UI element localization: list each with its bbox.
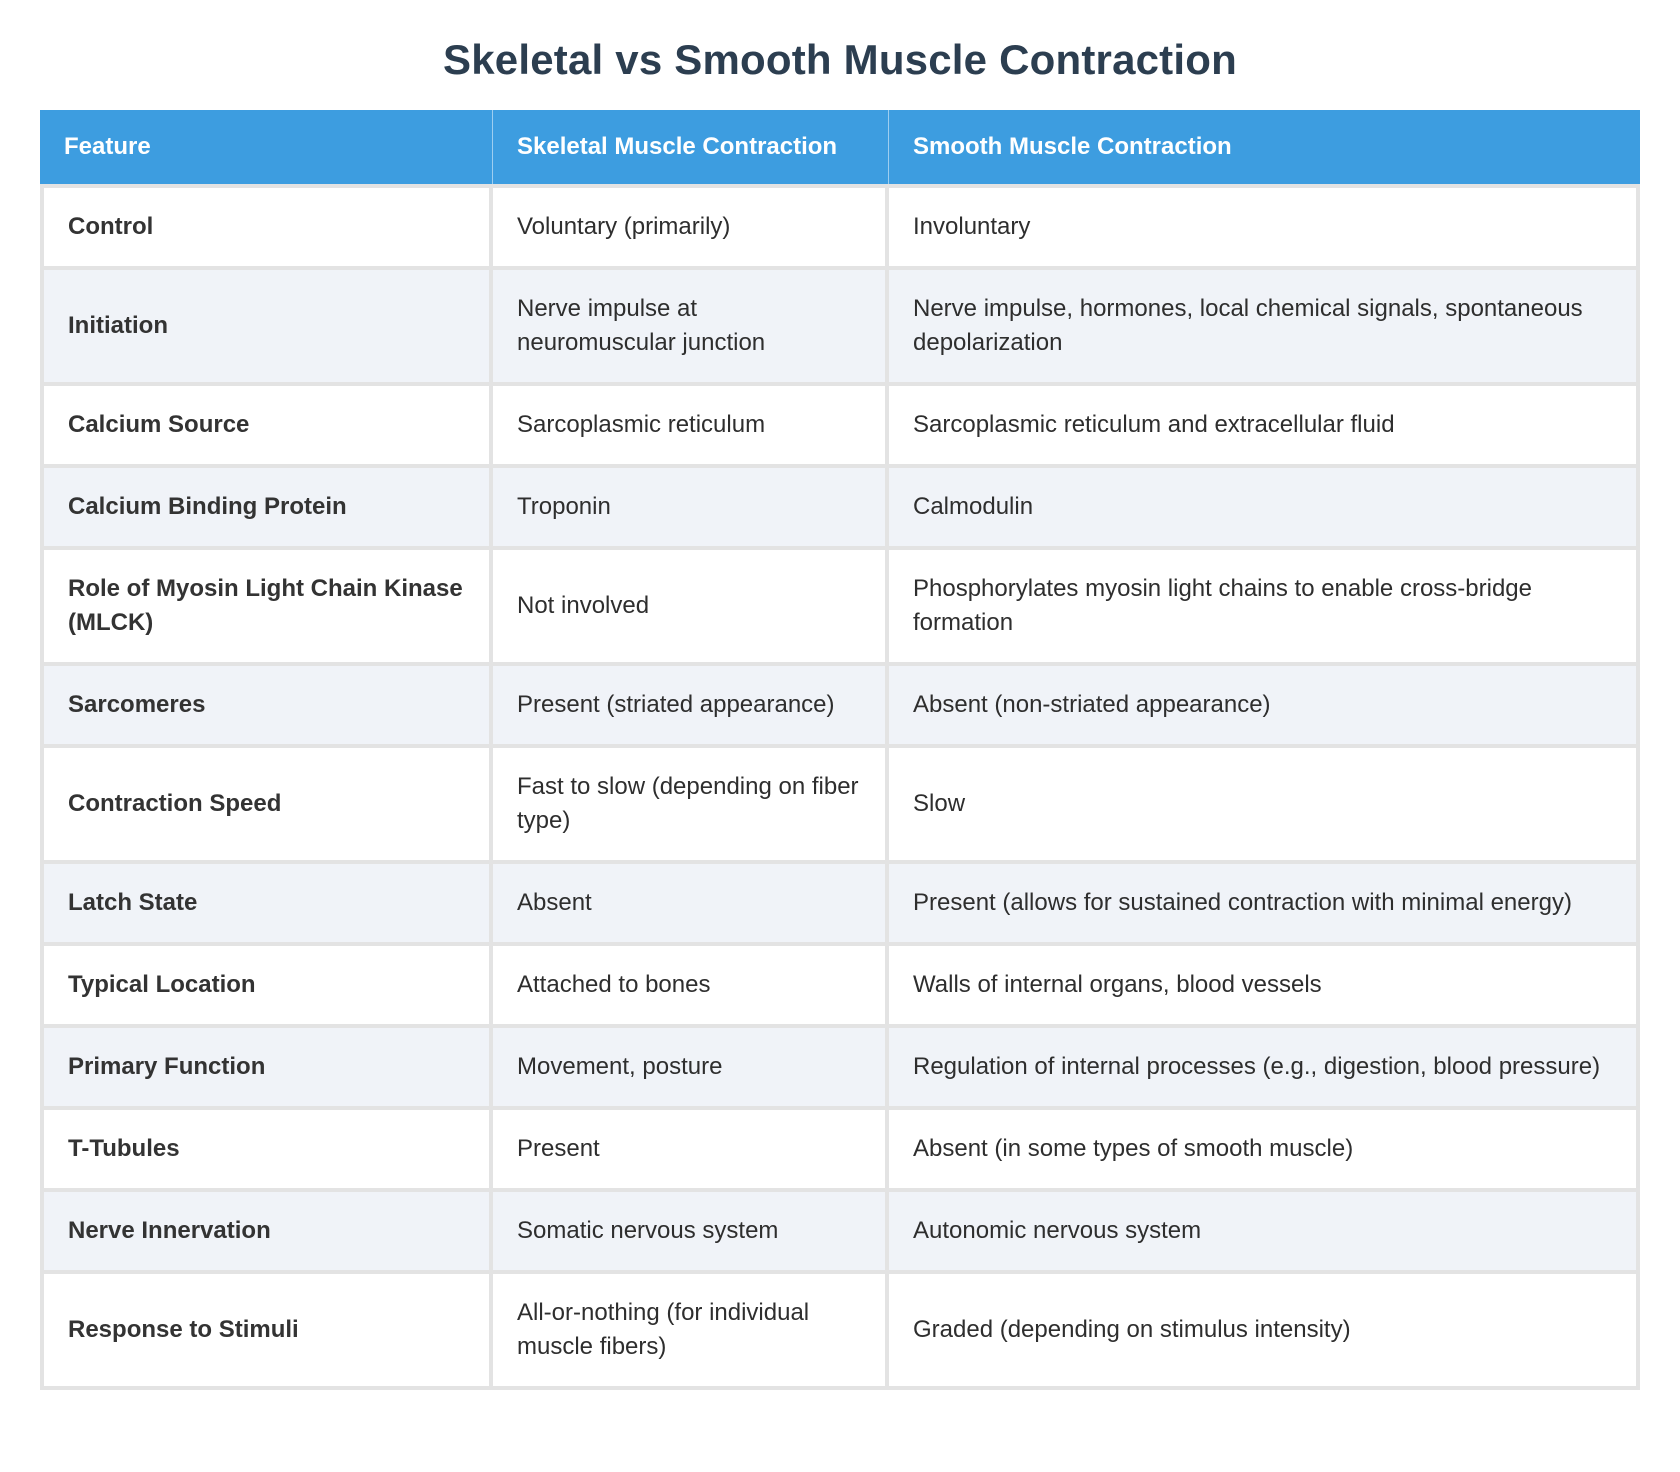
table-body: Control Voluntary (primarily) Involuntar… (40, 184, 1640, 1390)
skeletal-cell: Attached to bones (493, 946, 889, 1028)
skeletal-cell: Absent (493, 864, 889, 946)
table-row: T-Tubules Present Absent (in some types … (40, 1110, 1640, 1192)
smooth-cell: Autonomic nervous system (889, 1192, 1640, 1274)
column-header-feature: Feature (40, 110, 493, 184)
table-row: Control Voluntary (primarily) Involuntar… (40, 184, 1640, 270)
smooth-cell: Absent (in some types of smooth muscle) (889, 1110, 1640, 1192)
smooth-cell: Calmodulin (889, 468, 1640, 550)
table-row: Initiation Nerve impulse at neuromuscula… (40, 270, 1640, 386)
skeletal-cell: Present (493, 1110, 889, 1192)
feature-cell: Typical Location (40, 946, 493, 1028)
smooth-cell: Absent (non-striated appearance) (889, 666, 1640, 748)
skeletal-cell: Somatic nervous system (493, 1192, 889, 1274)
skeletal-cell: Voluntary (primarily) (493, 184, 889, 270)
table-row: Calcium Binding Protein Troponin Calmodu… (40, 468, 1640, 550)
table-row: Latch State Absent Present (allows for s… (40, 864, 1640, 946)
skeletal-cell: All-or-nothing (for individual muscle fi… (493, 1274, 889, 1390)
feature-cell: Initiation (40, 270, 493, 386)
table-row: Contraction Speed Fast to slow (dependin… (40, 748, 1640, 864)
header-row: Feature Skeletal Muscle Contraction Smoo… (40, 110, 1640, 184)
table-header: Feature Skeletal Muscle Contraction Smoo… (40, 110, 1640, 184)
table-row: Sarcomeres Present (striated appearance)… (40, 666, 1640, 748)
page-title: Skeletal vs Smooth Muscle Contraction (443, 36, 1237, 83)
feature-cell: Calcium Binding Protein (40, 468, 493, 550)
skeletal-cell: Movement, posture (493, 1028, 889, 1110)
column-header-smooth: Smooth Muscle Contraction (889, 110, 1640, 184)
table-row: Primary Function Movement, posture Regul… (40, 1028, 1640, 1110)
skeletal-cell: Not involved (493, 550, 889, 666)
feature-cell: Nerve Innervation (40, 1192, 493, 1274)
table-row: Typical Location Attached to bones Walls… (40, 946, 1640, 1028)
smooth-cell: Sarcoplasmic reticulum and extracellular… (889, 386, 1640, 468)
feature-cell: Sarcomeres (40, 666, 493, 748)
skeletal-cell: Troponin (493, 468, 889, 550)
comparison-table: Feature Skeletal Muscle Contraction Smoo… (40, 110, 1640, 1390)
skeletal-cell: Fast to slow (depending on fiber type) (493, 748, 889, 864)
skeletal-cell: Nerve impulse at neuromuscular junction (493, 270, 889, 386)
feature-cell: Latch State (40, 864, 493, 946)
smooth-cell: Phosphorylates myosin light chains to en… (889, 550, 1640, 666)
feature-cell: Primary Function (40, 1028, 493, 1110)
table-row: Calcium Source Sarcoplasmic reticulum Sa… (40, 386, 1640, 468)
feature-cell: Calcium Source (40, 386, 493, 468)
smooth-cell: Nerve impulse, hormones, local chemical … (889, 270, 1640, 386)
feature-cell: Role of Myosin Light Chain Kinase (MLCK) (40, 550, 493, 666)
feature-cell: Contraction Speed (40, 748, 493, 864)
feature-cell: Control (40, 184, 493, 270)
smooth-cell: Graded (depending on stimulus intensity) (889, 1274, 1640, 1390)
table-row: Response to Stimuli All-or-nothing (for … (40, 1274, 1640, 1390)
skeletal-cell: Sarcoplasmic reticulum (493, 386, 889, 468)
feature-cell: T-Tubules (40, 1110, 493, 1192)
table-row: Nerve Innervation Somatic nervous system… (40, 1192, 1640, 1274)
smooth-cell: Involuntary (889, 184, 1640, 270)
smooth-cell: Present (allows for sustained contractio… (889, 864, 1640, 946)
smooth-cell: Regulation of internal processes (e.g., … (889, 1028, 1640, 1110)
feature-cell: Response to Stimuli (40, 1274, 493, 1390)
skeletal-cell: Present (striated appearance) (493, 666, 889, 748)
column-header-skeletal: Skeletal Muscle Contraction (493, 110, 889, 184)
smooth-cell: Walls of internal organs, blood vessels (889, 946, 1640, 1028)
table-row: Role of Myosin Light Chain Kinase (MLCK)… (40, 550, 1640, 666)
smooth-cell: Slow (889, 748, 1640, 864)
